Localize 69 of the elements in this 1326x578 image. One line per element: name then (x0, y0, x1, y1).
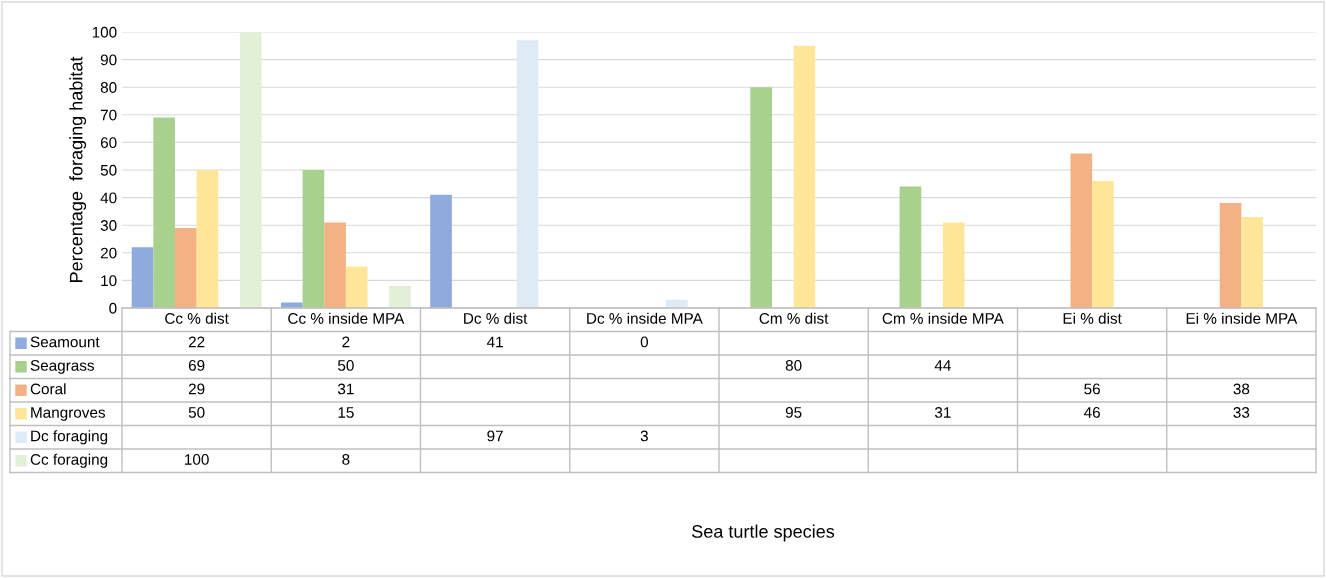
bar (942, 222, 965, 308)
y-tick-label: 10 (101, 275, 117, 287)
y-tick-label: 40 (100, 192, 117, 204)
bar (196, 170, 219, 308)
bar (1219, 203, 1242, 308)
data-label: 50 (337, 360, 354, 371)
y-tick-label: 50 (100, 164, 117, 176)
data-label: 41 (486, 336, 503, 348)
data-label: 100 (185, 454, 209, 465)
bar (345, 266, 368, 308)
data-label: 29 (188, 383, 205, 395)
x-tick-label: Ei % dist (1063, 312, 1122, 324)
bar (153, 117, 175, 308)
y-tick-label: 20 (100, 247, 117, 259)
legend-label: Coral (30, 383, 66, 395)
bar (389, 285, 411, 308)
bar (1241, 216, 1264, 308)
x-tick-label: Ei % inside MPA (1186, 312, 1298, 324)
legend-label: Seagrass (30, 360, 94, 374)
legend-label: Dc foraging (31, 430, 108, 445)
data-label: 8 (342, 454, 350, 465)
bar (174, 227, 197, 308)
bar (750, 87, 772, 308)
legend-label: Mangroves (31, 407, 106, 421)
legend-label: Cc foraging (30, 453, 108, 468)
y-tick-label: 60 (100, 137, 117, 149)
data-label: 15 (338, 407, 354, 418)
y-tick-label: 90 (100, 54, 117, 66)
data-label: 56 (1084, 383, 1100, 395)
y-axis-title: Percentage foraging habitat (69, 56, 87, 282)
data-label: 31 (337, 383, 354, 395)
data-label: 95 (785, 407, 802, 418)
data-label: 22 (188, 336, 205, 348)
data-label: 50 (188, 407, 205, 418)
bar (899, 186, 922, 308)
bar (1070, 153, 1093, 308)
data-label: 0 (640, 336, 649, 348)
y-tick-label: 70 (100, 109, 117, 121)
data-label: 69 (188, 360, 205, 371)
bar (516, 40, 539, 308)
x-tick-label: Cm % inside MPA (882, 312, 1004, 324)
data-label: 97 (487, 430, 503, 442)
x-tick-label: Cc % inside MPA (288, 312, 405, 324)
legend-label: Seamount (30, 336, 100, 348)
bar (239, 32, 262, 308)
bar (302, 170, 325, 308)
data-label: 31 (934, 407, 951, 418)
bar (1092, 181, 1114, 308)
bar (430, 194, 452, 308)
x-tick-label: Dc % inside MPA (587, 312, 703, 324)
y-tick-label: 100 (92, 26, 117, 38)
y-tick-label: 80 (100, 82, 117, 93)
bar (324, 222, 346, 308)
data-label: 80 (785, 360, 802, 371)
data-label: 2 (342, 336, 350, 348)
data-label: 44 (934, 360, 951, 371)
x-tick-label: Dc % dist (464, 312, 528, 324)
x-tick-label: Cm % dist (759, 312, 829, 324)
text: Sea turtle species (692, 524, 835, 542)
data-label: 38 (1233, 383, 1250, 395)
bar (793, 45, 816, 308)
bar (131, 247, 154, 308)
y-tick-label: 0 (109, 302, 117, 314)
data-label: 33 (1233, 407, 1250, 418)
data-label: 46 (1083, 407, 1100, 418)
x-tick-label: Cc % dist (165, 312, 229, 324)
bar (280, 302, 303, 308)
data-label: 3 (640, 430, 648, 442)
y-tick-label: 30 (100, 220, 117, 231)
